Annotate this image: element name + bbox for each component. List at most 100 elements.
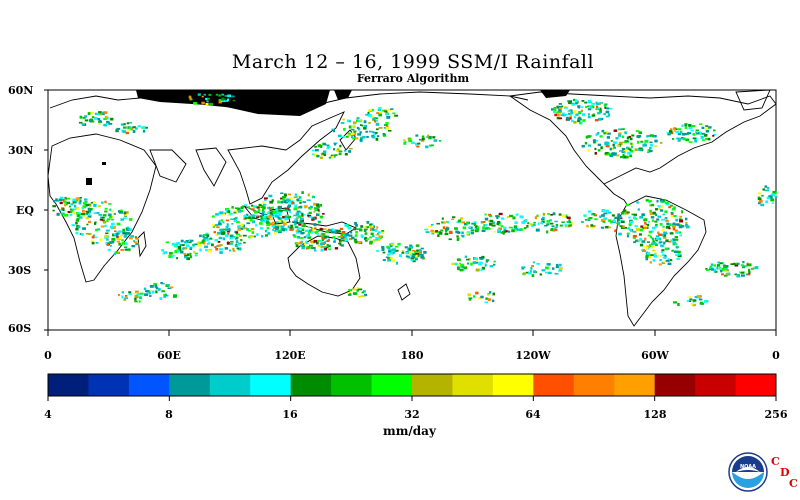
rainfall-pixel: [137, 125, 141, 128]
rainfall-pixel: [303, 236, 307, 239]
rainfall-pixel: [327, 228, 330, 231]
rainfall-pixel: [605, 110, 610, 114]
rainfall-pixel: [550, 214, 553, 216]
rainfall-pixel: [619, 150, 623, 152]
rainfall-pixel: [199, 248, 202, 252]
rainfall-pixel: [408, 139, 413, 143]
rainfall-pixel: [594, 152, 597, 155]
rainfall-pixel: [206, 238, 209, 242]
rainfall-pixel: [584, 141, 588, 145]
rainfall-pixel: [123, 232, 127, 235]
rainfall-pixel: [620, 156, 623, 159]
rainfall-pixel: [84, 200, 88, 203]
rainfall-pixel: [541, 221, 544, 225]
rainfall-pixel: [706, 269, 710, 271]
rainfall-pixel: [605, 152, 609, 154]
rainfall-pixel: [331, 155, 335, 159]
colorbar-swatch: [290, 374, 332, 396]
rainfall-pixel: [650, 216, 655, 219]
rainfall-pixel: [226, 228, 231, 230]
rainfall-pixel: [326, 239, 330, 242]
rainfall-pixel: [605, 225, 609, 229]
rainfall-pixel: [221, 93, 225, 96]
rainfall-pixel: [324, 248, 327, 251]
rainfall-pixel: [368, 113, 372, 117]
rainfall-pixel: [202, 239, 206, 242]
rainfall-pixel: [668, 206, 672, 209]
rainfall-pixel: [423, 250, 427, 254]
rainfall-pixel: [189, 255, 193, 259]
rainfall-pixel: [78, 216, 83, 219]
rainfall-pixel: [594, 147, 597, 151]
rainfall-pixel: [356, 119, 359, 122]
rainfall-pixel: [599, 135, 603, 138]
rainfall-pixel: [128, 218, 133, 221]
rainfall-pixel: [307, 212, 310, 215]
rainfall-pixel: [635, 228, 640, 231]
rainfall-pixel: [209, 102, 213, 106]
rainfall-pixel: [347, 132, 351, 135]
rainfall-pixel: [468, 258, 471, 261]
rainfall-pixel: [724, 267, 728, 269]
rainfall-pixel: [570, 111, 574, 114]
rainfall-pixel: [555, 225, 558, 229]
rainfall-pixel: [549, 222, 554, 225]
rainfall-pixel: [630, 145, 634, 149]
rainfall-pixel: [657, 215, 662, 218]
rainfall-pixel: [766, 196, 770, 200]
rainfall-pixel: [371, 115, 374, 118]
rainfall-pixel: [388, 251, 392, 255]
rainfall-pixel: [581, 100, 585, 102]
rainfall-pixel: [611, 147, 614, 150]
rainfall-pixel: [158, 288, 161, 291]
rainfall-pixel: [279, 217, 284, 219]
rainfall-pixel: [58, 198, 63, 202]
rainfall-pixel: [446, 227, 450, 230]
rainfall-pixel: [369, 241, 373, 245]
rainfall-pixel: [623, 209, 627, 213]
rainfall-pixel: [661, 199, 666, 203]
rainfall-pixel: [595, 133, 598, 137]
rainfall-pixel: [475, 259, 478, 261]
rainfall-pixel: [193, 243, 198, 246]
rainfall-pixel: [595, 140, 599, 142]
rainfall-pixel: [340, 236, 344, 240]
rainfall-pixel: [111, 215, 114, 218]
rainfall-pixel: [679, 130, 683, 134]
coastlines: [47, 89, 777, 327]
rainfall-pixel: [771, 202, 775, 204]
rainfall-pixel: [349, 147, 353, 150]
rainfall-pixel: [323, 153, 327, 157]
rainfall-pixel: [269, 207, 272, 210]
rainfall-pixel: [769, 194, 773, 197]
rainfall-pixel: [251, 231, 255, 234]
rainfall-pixel: [633, 241, 636, 244]
rainfall-pixel: [626, 234, 629, 238]
rainfall-pixel: [381, 248, 385, 251]
rainfall-pixel: [364, 293, 368, 297]
rainfall-pixel: [102, 214, 107, 217]
rainfall-pixel: [142, 127, 146, 130]
rainfall-pixel: [360, 225, 364, 228]
rainfall-pixel: [555, 263, 559, 266]
rainfall-pixel: [545, 271, 548, 274]
rainfall-pixel: [694, 296, 697, 299]
rainfall-pixel: [635, 130, 640, 133]
rainfall-pixel: [704, 134, 708, 137]
colorbar-tick-256: 256: [764, 408, 788, 421]
rainfall-pixel: [671, 239, 674, 243]
rainfall-pixel: [269, 200, 274, 204]
rainfall-pixel: [590, 224, 594, 227]
rainfall-pixel: [624, 131, 627, 135]
rainfall-pixel: [118, 242, 121, 246]
rainfall-pixel: [468, 297, 472, 301]
rainfall-pixel: [716, 266, 719, 270]
logo-letter-c1: C: [771, 455, 780, 468]
rainfall-pixel: [656, 237, 660, 240]
rainfall-pixel: [552, 229, 556, 232]
rainfall-pixel: [262, 207, 266, 210]
rainfall-pixel: [121, 291, 124, 294]
rainfall-pixel: [606, 107, 610, 110]
rainfall-pixel: [64, 196, 67, 199]
rainfall-pixel: [384, 124, 388, 126]
